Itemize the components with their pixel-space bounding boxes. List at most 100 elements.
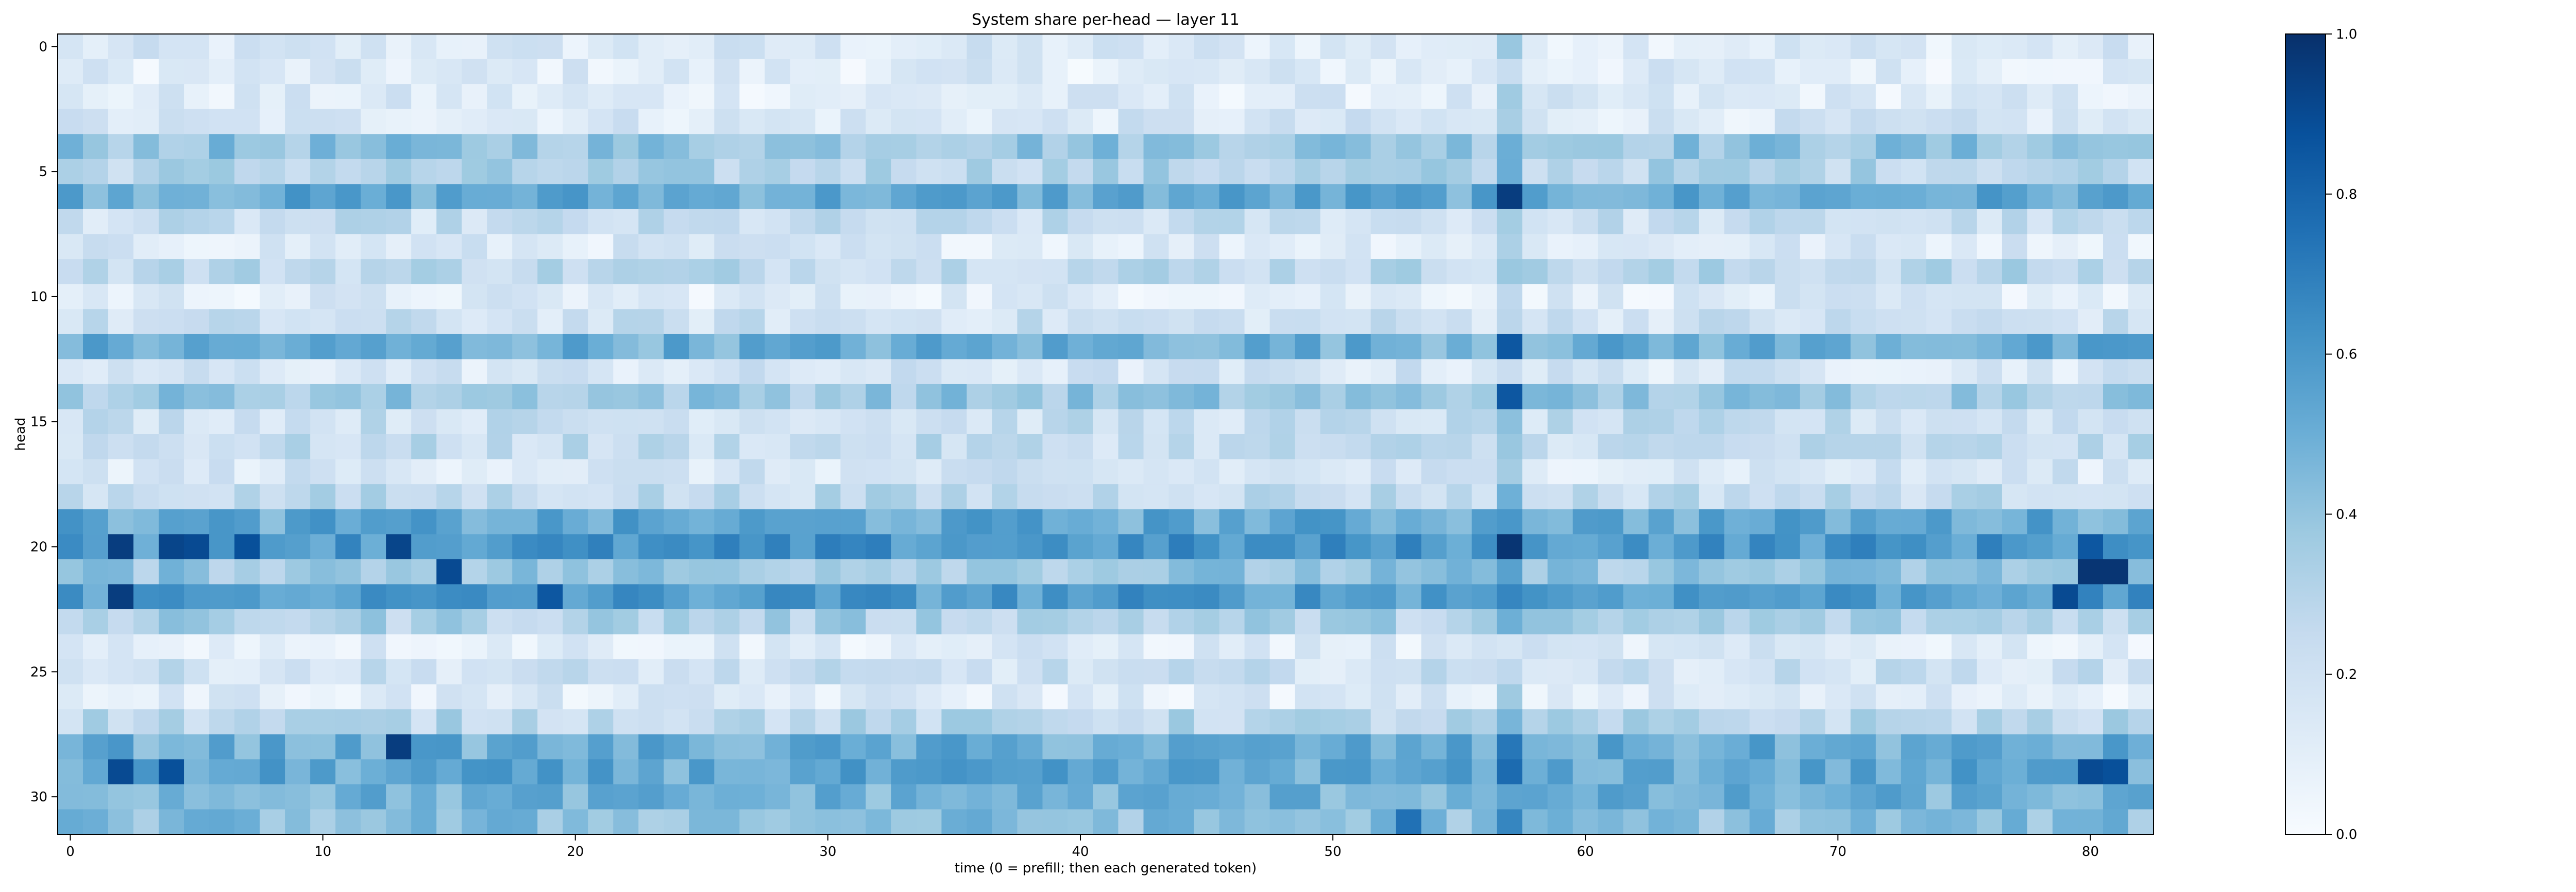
heatmap-cell: [2103, 684, 2129, 710]
heatmap-cell: [840, 284, 866, 310]
heatmap-cell: [1875, 759, 1902, 785]
heatmap-cell: [487, 134, 513, 160]
heatmap-cell: [1194, 134, 1220, 160]
heatmap-cell: [967, 434, 993, 460]
heatmap-cell: [361, 409, 386, 435]
heatmap-cell: [714, 459, 740, 485]
heatmap-cell: [1168, 334, 1195, 359]
heatmap-cell: [436, 34, 462, 60]
heatmap-cell: [209, 84, 235, 110]
heatmap-cell: [891, 434, 917, 460]
heatmap-cell: [1850, 434, 1876, 460]
heatmap-cell: [1825, 559, 1851, 585]
heatmap-cell: [159, 684, 184, 710]
heatmap-cell: [1194, 409, 1220, 435]
heatmap-cell: [58, 709, 83, 735]
heatmap-cell: [916, 34, 942, 60]
heatmap-cell: [1572, 509, 1599, 535]
heatmap-cell: [1042, 709, 1069, 735]
heatmap-cell: [916, 809, 942, 835]
heatmap-cell: [689, 784, 715, 810]
heatmap-cell: [159, 559, 184, 585]
heatmap-cell: [941, 559, 968, 585]
heatmap-cell: [2052, 534, 2078, 560]
heatmap-cell: [1396, 184, 1422, 210]
heatmap-cell: [664, 709, 689, 735]
heatmap-cell: [386, 759, 412, 785]
heatmap-cell: [335, 784, 361, 810]
heatmap-cell: [1648, 759, 1674, 785]
heatmap-cell: [1396, 634, 1422, 660]
heatmap-cell: [1976, 384, 2003, 410]
heatmap-cell: [1901, 184, 1927, 210]
heatmap-cell: [386, 284, 412, 310]
heatmap-cell: [1446, 84, 1472, 110]
heatmap-cell: [941, 459, 968, 485]
heatmap-cell: [512, 634, 538, 660]
heatmap-cell: [1269, 334, 1296, 359]
heatmap-cell: [436, 284, 462, 310]
heatmap-cell: [58, 684, 83, 710]
heatmap-cell: [386, 634, 412, 660]
heatmap-cell: [411, 34, 437, 60]
heatmap-cell: [2002, 784, 2028, 810]
heatmap-cell: [1168, 159, 1195, 184]
heatmap-cell: [1976, 609, 2003, 635]
heatmap-cell: [1800, 659, 1826, 685]
heatmap-cell: [1522, 259, 1548, 285]
heatmap-cell: [512, 559, 538, 585]
heatmap-cell: [815, 584, 841, 610]
heatmap-cell: [1042, 434, 1069, 460]
heatmap-cell: [1219, 259, 1245, 285]
heatmap-cell: [2077, 509, 2104, 535]
heatmap-cell: [1522, 709, 1548, 735]
heatmap-cell: [1850, 509, 1876, 535]
heatmap-cell: [1623, 534, 1649, 560]
heatmap-cell: [1976, 234, 2003, 260]
heatmap-cell: [1572, 634, 1599, 660]
heatmap-cell: [1396, 684, 1422, 710]
heatmap-cell: [891, 134, 917, 160]
heatmap-cell: [1067, 109, 1094, 134]
heatmap-cell: [1295, 559, 1321, 585]
heatmap-cell: [638, 684, 664, 710]
heatmap-cell: [310, 334, 336, 359]
heatmap-cell: [790, 559, 816, 585]
heatmap-cell: [1345, 334, 1371, 359]
heatmap-cell: [1295, 784, 1321, 810]
heatmap-cell: [2077, 134, 2104, 160]
heatmap-cell: [1143, 159, 1170, 184]
heatmap-cell: [83, 59, 109, 84]
heatmap-cell: [891, 234, 917, 260]
heatmap-cell: [638, 334, 664, 359]
heatmap-cell: [1875, 284, 1902, 310]
heatmap-cell: [260, 659, 285, 685]
heatmap-cell: [664, 634, 689, 660]
heatmap-cell: [411, 484, 437, 510]
heatmap-cell: [487, 784, 513, 810]
heatmap-cell: [967, 309, 993, 335]
heatmap-cell: [1522, 209, 1548, 235]
heatmap-cell: [638, 259, 664, 285]
heatmap-cell: [1724, 709, 1750, 735]
heatmap-cell: [739, 484, 765, 510]
heatmap-cell: [184, 609, 210, 635]
heatmap-cell: [765, 84, 790, 110]
heatmap-cell: [1926, 59, 1952, 84]
heatmap-cell: [1370, 559, 1397, 585]
colorbar-tick-label: 1.0: [2336, 27, 2357, 42]
heatmap-cell: [1093, 559, 1119, 585]
heatmap-cell: [941, 509, 968, 535]
heatmap-cell: [83, 784, 109, 810]
heatmap-cell: [1269, 484, 1296, 510]
heatmap-cell: [537, 334, 563, 359]
heatmap-cell: [1547, 584, 1573, 610]
heatmap-cell: [159, 259, 184, 285]
heatmap-cell: [1699, 409, 1725, 435]
heatmap-cell: [1118, 384, 1144, 410]
heatmap-cell: [916, 709, 942, 735]
y-tick-label: 10: [30, 289, 47, 305]
heatmap-cell: [487, 509, 513, 535]
heatmap-cell: [1017, 109, 1043, 134]
heatmap-cell: [2027, 559, 2053, 585]
